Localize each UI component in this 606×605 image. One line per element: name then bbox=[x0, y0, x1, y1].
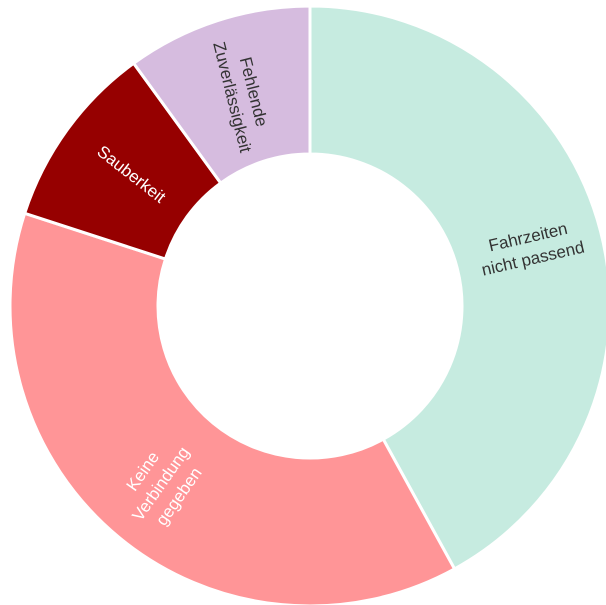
donut-slices bbox=[8, 4, 606, 605]
donut-slice bbox=[131, 4, 312, 186]
donut-slice bbox=[8, 211, 457, 605]
donut-slice bbox=[308, 4, 606, 571]
